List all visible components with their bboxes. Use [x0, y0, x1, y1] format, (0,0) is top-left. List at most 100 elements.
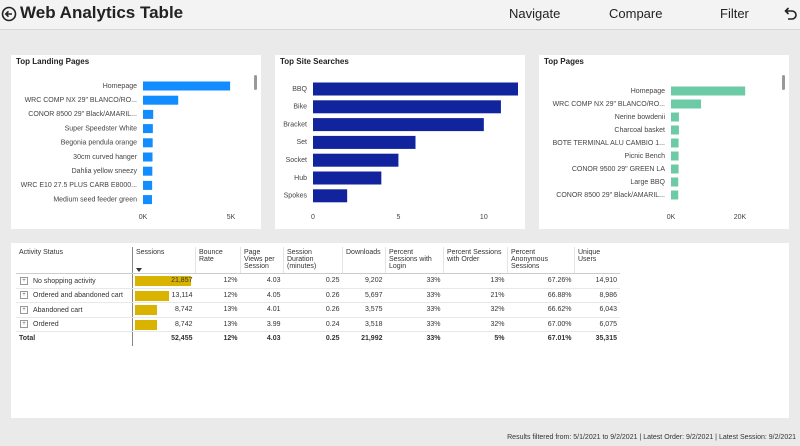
- category-label: WRC COMP NX 29" BLANCO/RO...: [25, 97, 137, 104]
- bar: [143, 152, 153, 162]
- total-cell: 52,455: [133, 332, 196, 346]
- bar: [143, 124, 153, 134]
- bar: [313, 82, 518, 96]
- bar: [313, 100, 501, 114]
- category-label: 30cm curved hanger: [73, 154, 137, 161]
- category-label: Large BBQ: [630, 179, 665, 186]
- table-row: + No shopping activity 21,857 12% 4.03 0.25 9,…: [16, 273, 620, 289]
- data-bar: [135, 305, 158, 315]
- table-cell: + No shopping activity: [16, 273, 133, 289]
- nav-filter[interactable]: Filter: [720, 6, 749, 21]
- table-cell: 0.26: [283, 302, 343, 318]
- column-header: Session Duration (minutes): [283, 247, 343, 274]
- table-cell: 21,857: [132, 273, 196, 289]
- row-label: No shopping activity: [33, 277, 96, 285]
- column-header: Percent Sessions with Login: [385, 247, 444, 274]
- scrollbar: [254, 75, 257, 90]
- table-cell: + Abandoned cart: [16, 302, 133, 318]
- table-cell: 21%: [443, 288, 508, 303]
- table-cell: + Ordered: [16, 317, 133, 332]
- bar: [313, 171, 382, 185]
- cell-text: 9,202: [364, 277, 383, 285]
- bar: [143, 166, 153, 176]
- table-cell: 9,202: [342, 273, 386, 289]
- table-cell: 13%: [195, 302, 241, 318]
- table-cell: 33%: [385, 273, 444, 289]
- bar: [671, 99, 702, 109]
- expand-icon: +: [20, 291, 28, 300]
- bar: [143, 95, 179, 105]
- scrollbar: [782, 75, 785, 90]
- bar: [671, 177, 679, 187]
- bar: [143, 180, 153, 190]
- cell-text: 0.24: [325, 320, 340, 328]
- cell-text: 12%: [223, 291, 238, 299]
- table-cell: 3,518: [342, 317, 386, 332]
- table-cell: 5,697: [342, 288, 386, 303]
- table-cell: 67.00%: [507, 317, 575, 332]
- total-cell: 35,315: [575, 332, 621, 346]
- cell-text: 32%: [490, 306, 505, 314]
- table-panel: Activity Status Sessions Bounce Rate Page V…: [11, 243, 789, 418]
- cell-text: 8,742: [174, 306, 193, 314]
- category-label: Socket: [286, 157, 307, 164]
- table-cell: 33%: [385, 302, 444, 318]
- column-header: Unique Users: [574, 247, 620, 274]
- cell-text: 12%: [223, 335, 238, 343]
- cell-text: 33%: [426, 335, 441, 343]
- table-cell: 0.25: [283, 273, 343, 289]
- category-label: BOTE TERMINAL ALU CAMBIO 1...: [553, 140, 665, 147]
- table-cell: 14,910: [574, 273, 620, 289]
- table-cell: 0.24: [283, 317, 343, 332]
- table-cell: 0.26: [283, 288, 343, 303]
- undo-button[interactable]: [783, 5, 797, 21]
- column-header: Percent Sessions with Order: [443, 247, 508, 274]
- x-tick-label: 5: [396, 214, 400, 221]
- bar: [671, 190, 679, 200]
- cell-text: 52,455: [171, 335, 193, 343]
- category-label: CONOR 9500 29" GREEN LA: [572, 166, 665, 173]
- bar: [671, 112, 679, 122]
- cell-text: 14,910: [595, 277, 617, 285]
- cell-text: 13%: [490, 277, 505, 285]
- cell-text: 5,697: [364, 291, 383, 299]
- table-cell: 8,742: [132, 317, 196, 332]
- column-header: Bounce Rate: [195, 247, 241, 274]
- nav-navigate[interactable]: Navigate: [509, 6, 561, 21]
- header: Web Analytics Table Navigate Compare Fil…: [0, 0, 800, 30]
- table-cell: + Ordered and abandoned cart: [16, 288, 133, 303]
- bar: [143, 81, 231, 91]
- cell-text: 8,742: [174, 320, 193, 328]
- bar: [313, 153, 399, 167]
- x-tick-label: 10: [480, 214, 488, 221]
- table-cell: 4.05: [240, 288, 284, 303]
- charts: Top Landing Pages Homepage WRC COMP NX 29"…: [11, 55, 789, 229]
- table-cell: 4.01: [240, 302, 284, 318]
- x-tick-label: 20K: [734, 214, 747, 221]
- x-tick-label: 0: [311, 214, 315, 221]
- back-button[interactable]: [1, 6, 17, 22]
- cell-text: 66.62%: [547, 306, 572, 314]
- chart-panel: [539, 55, 789, 229]
- cell-text: 3,518: [364, 320, 383, 328]
- category-label: WRC E10 27.5 PLUS CARB E8000...: [21, 182, 137, 189]
- cell-text: 35,315: [595, 335, 617, 343]
- category-label: WRC COMP NX 29" BLANCO/RO...: [553, 101, 665, 108]
- table-cell: 12%: [195, 273, 241, 289]
- column-header: Percent Anonymous Sessions: [507, 247, 575, 274]
- category-label: Begonia pendula orange: [61, 140, 137, 147]
- bar: [143, 138, 153, 148]
- bar: [143, 109, 154, 119]
- total-cell: 4.03: [241, 332, 284, 346]
- cell-text: 67.01%: [547, 335, 572, 343]
- category-label: CONOR 8500 29" Black/AMARIL...: [556, 192, 665, 199]
- bar: [671, 164, 679, 174]
- table-cell: 13%: [443, 273, 508, 289]
- cell-text: 66.88%: [547, 291, 572, 299]
- nav-compare[interactable]: Compare: [609, 6, 663, 21]
- cell-text: 21,857: [171, 277, 193, 285]
- category-label: Homepage: [631, 88, 665, 95]
- total-row: Total 52,455 12% 4.03 0.25 21,992 33% 5% 67.01% 3…: [16, 331, 621, 346]
- data-bar: [135, 290, 169, 301]
